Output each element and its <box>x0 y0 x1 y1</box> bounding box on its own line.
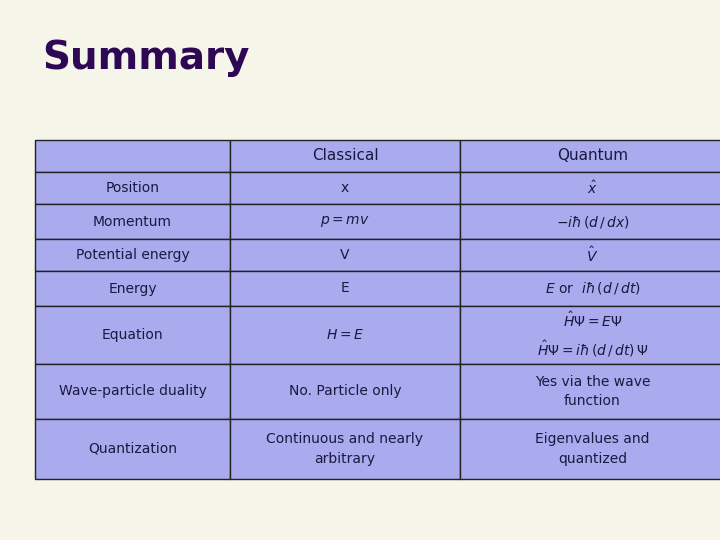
Text: $H = E$: $H = E$ <box>326 328 364 342</box>
Text: Summary: Summary <box>42 39 250 77</box>
Text: $\hat{V}$: $\hat{V}$ <box>586 245 598 265</box>
Bar <box>460 306 720 364</box>
Text: $E$ or  $i\hbar\,(d\,/\,dt)$: $E$ or $i\hbar\,(d\,/\,dt)$ <box>544 280 640 296</box>
Bar <box>230 239 460 271</box>
Bar <box>230 140 460 172</box>
Bar <box>460 140 720 172</box>
Text: Eigenvalues and
quantized: Eigenvalues and quantized <box>535 432 649 465</box>
Bar <box>35 419 230 479</box>
Bar <box>230 364 460 419</box>
Text: V: V <box>341 248 350 262</box>
Text: $p = mv$: $p = mv$ <box>320 214 370 229</box>
Bar <box>460 204 720 239</box>
Text: $-i\hbar\,(d\,/\,dx)$: $-i\hbar\,(d\,/\,dx)$ <box>556 213 629 230</box>
Bar <box>230 271 460 306</box>
Text: No. Particle only: No. Particle only <box>289 384 401 399</box>
Text: Wave-particle duality: Wave-particle duality <box>58 384 207 399</box>
Text: $\hat{x}$: $\hat{x}$ <box>587 179 598 197</box>
Bar <box>460 239 720 271</box>
Text: Yes via the wave
function: Yes via the wave function <box>535 375 650 408</box>
Bar <box>230 172 460 204</box>
Bar <box>35 271 230 306</box>
Bar <box>460 271 720 306</box>
Bar <box>230 306 460 364</box>
Bar <box>460 364 720 419</box>
Text: Potential energy: Potential energy <box>76 248 189 262</box>
Text: Classical: Classical <box>312 148 378 164</box>
Text: Position: Position <box>106 181 160 195</box>
Bar <box>35 239 230 271</box>
Bar <box>460 419 720 479</box>
Bar <box>230 204 460 239</box>
Bar <box>230 419 460 479</box>
Bar <box>35 172 230 204</box>
Text: Equation: Equation <box>102 328 163 342</box>
Bar <box>35 204 230 239</box>
Text: Quantization: Quantization <box>88 442 177 456</box>
Text: Momentum: Momentum <box>93 214 172 228</box>
Text: Quantum: Quantum <box>557 148 628 164</box>
Bar <box>460 172 720 204</box>
Text: Continuous and nearly
arbitrary: Continuous and nearly arbitrary <box>266 432 423 465</box>
Bar <box>35 140 230 172</box>
Text: Energy: Energy <box>108 281 157 295</box>
Text: E: E <box>341 281 349 295</box>
Text: $\hat{H}\Psi = E\Psi$
$\hat{H}\Psi = i\hbar\,(d\,/\,dt)\,\Psi$: $\hat{H}\Psi = E\Psi$ $\hat{H}\Psi = i\h… <box>536 311 648 359</box>
Bar <box>35 364 230 419</box>
Bar <box>35 306 230 364</box>
Text: x: x <box>341 181 349 195</box>
